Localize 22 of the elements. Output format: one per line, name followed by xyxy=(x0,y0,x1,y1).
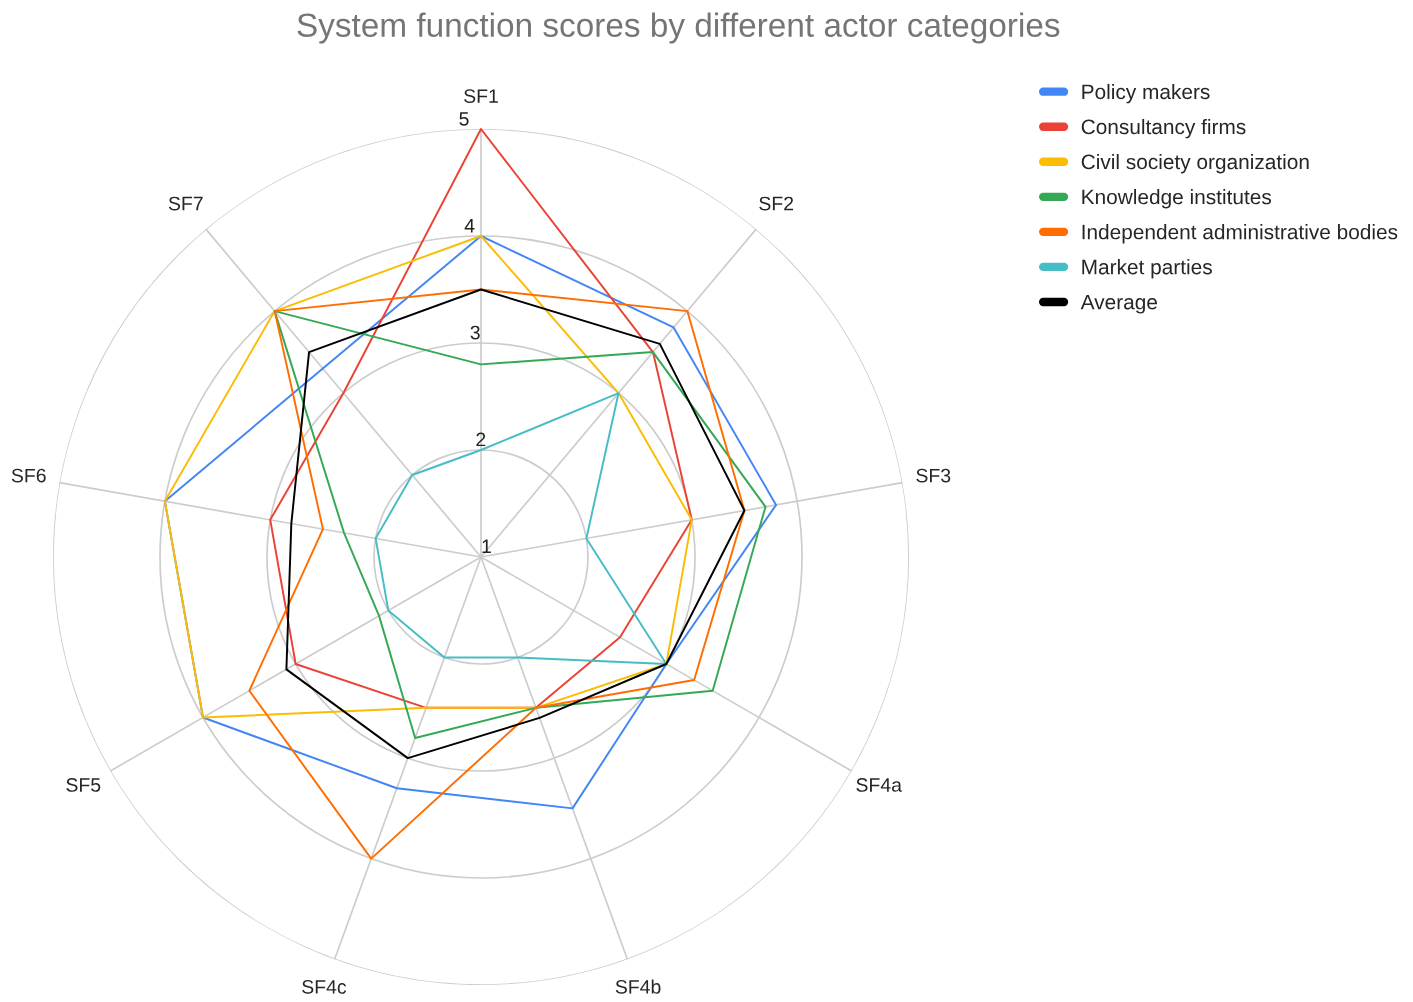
spoke-label: SF1 xyxy=(464,89,498,103)
spoke-label: SF7 xyxy=(168,196,203,211)
legend-label: Market parties xyxy=(1082,259,1212,279)
spoke-label: SF4c xyxy=(302,980,347,994)
spoke-label: SF3 xyxy=(916,468,951,483)
legend-label: Independent administrative bodies xyxy=(1082,224,1398,244)
y-tick-label: 3 xyxy=(470,325,480,340)
legend-label: Knowledge institutes xyxy=(1082,189,1272,209)
legend-label: Policy makers xyxy=(1082,83,1210,104)
legend-label: Average xyxy=(1080,294,1157,314)
y-tick-label: 2 xyxy=(476,432,486,447)
spoke-label: SF2 xyxy=(759,196,794,211)
legend-label: Consultancy firms xyxy=(1081,118,1246,139)
spoke-label: SF5 xyxy=(66,778,101,792)
legend-label: Civil society organization xyxy=(1081,153,1309,174)
chart-title: System function scores by different actor categories xyxy=(297,12,1060,44)
spoke-label: SF4b xyxy=(615,979,661,994)
y-tick-label: 5 xyxy=(459,112,469,126)
y-tick-label: 4 xyxy=(464,219,475,233)
spoke-label: SF4a xyxy=(856,778,902,792)
y-tick-label: 1 xyxy=(482,539,491,553)
spoke-label: SF6 xyxy=(11,468,46,483)
